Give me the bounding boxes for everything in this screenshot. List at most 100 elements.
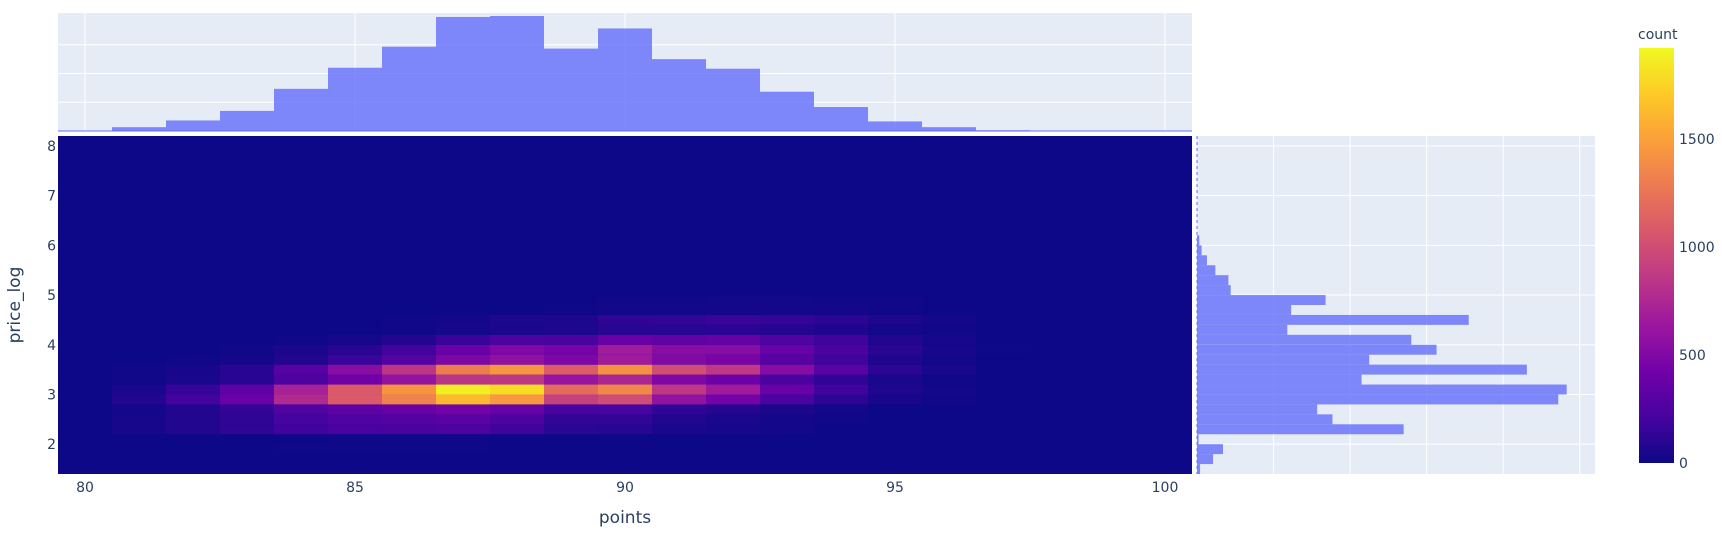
x-tick-label: 95 xyxy=(886,480,904,496)
heatmap-cell xyxy=(436,374,490,385)
heatmap-cell xyxy=(220,414,274,425)
heatmap-cell xyxy=(814,394,868,405)
heatmap-cell xyxy=(382,394,436,405)
heatmap-cell xyxy=(274,394,328,405)
heatmap-cell xyxy=(706,334,760,345)
heatmap-cell xyxy=(760,334,814,345)
right-histogram-bar xyxy=(1197,384,1567,395)
heatmap-cell xyxy=(598,404,652,415)
heatmap-cell xyxy=(598,424,652,435)
top-histogram-bar xyxy=(490,16,544,131)
heatmap-cell xyxy=(220,344,274,355)
y-tick-label: 5 xyxy=(47,288,56,304)
heatmap-cell xyxy=(436,314,490,325)
heatmap-cell xyxy=(166,374,220,385)
heatmap-cell xyxy=(922,374,976,385)
right-histogram-bar xyxy=(1197,414,1333,425)
x-axis-title: points xyxy=(599,508,651,528)
heatmap-cell xyxy=(598,344,652,355)
heatmap-cell xyxy=(274,384,328,395)
heatmap-cell xyxy=(814,364,868,375)
heatmap-cell xyxy=(814,305,868,315)
heatmap-cell xyxy=(382,354,436,365)
heatmap-cell xyxy=(112,384,166,395)
heatmap-cell xyxy=(166,424,220,435)
heatmap-cell xyxy=(760,364,814,375)
top-histogram-bar xyxy=(814,107,868,131)
heatmap-cell xyxy=(760,384,814,395)
heatmap-cell xyxy=(706,364,760,375)
heatmap-cell xyxy=(814,374,868,385)
heatmap-cell xyxy=(490,414,544,425)
heatmap-cell xyxy=(868,305,922,315)
heatmap-cell xyxy=(166,384,220,395)
heatmap-cell xyxy=(328,374,382,385)
heatmap-cell xyxy=(436,424,490,435)
heatmap-cell xyxy=(544,374,598,385)
heatmap-cell xyxy=(868,334,922,345)
heatmap-cell xyxy=(274,334,328,345)
colorbar-tick-label: 500 xyxy=(1679,348,1706,364)
heatmap-cell xyxy=(814,314,868,325)
heatmap-cell xyxy=(112,394,166,405)
heatmap-cell xyxy=(814,344,868,355)
heatmap-cell xyxy=(490,394,544,405)
right-histogram-bar xyxy=(1197,434,1199,445)
right-histogram-bar xyxy=(1197,404,1318,415)
y-tick-label: 8 xyxy=(47,139,56,155)
heatmap-cell xyxy=(922,314,976,325)
heatmap-cell xyxy=(922,384,976,395)
heatmap-cell xyxy=(814,334,868,345)
y-axis-title: price_log xyxy=(5,267,25,344)
heatmap-cell xyxy=(112,424,166,435)
heatmap-cell xyxy=(382,404,436,415)
heatmap-cell xyxy=(922,354,976,365)
heatmap-cell xyxy=(652,354,706,365)
heatmap-cell xyxy=(706,354,760,365)
colorbar-tick-labels: 0 500 1000 1500 xyxy=(1679,132,1715,472)
heatmap-cell xyxy=(490,354,544,365)
heatmap-cell xyxy=(652,334,706,345)
heatmap-cell xyxy=(328,384,382,395)
heatmap-cell xyxy=(652,305,706,315)
heatmap-cell xyxy=(328,394,382,405)
right-histogram-bar xyxy=(1197,314,1469,325)
heatmap-cell xyxy=(652,295,706,305)
heatmap-cell xyxy=(544,344,598,355)
heatmap-cell xyxy=(328,354,382,365)
heatmap-cell xyxy=(706,314,760,325)
heatmap-cell xyxy=(652,364,706,375)
heatmap-cell xyxy=(868,324,922,335)
heatmap-cell xyxy=(436,384,490,395)
colorbar-tick-label: 0 xyxy=(1679,456,1688,472)
heatmap-cell xyxy=(436,434,490,445)
heatmap-cell xyxy=(220,424,274,435)
heatmap-cell xyxy=(436,444,490,455)
heatmap-cell xyxy=(922,394,976,405)
right-histogram-bar xyxy=(1197,334,1412,345)
right-histogram-bar xyxy=(1197,305,1292,315)
right-histogram-bar xyxy=(1197,324,1288,335)
heatmap-cell xyxy=(598,414,652,425)
heatmap-cell xyxy=(706,305,760,315)
top-histogram-bar xyxy=(112,127,166,131)
heatmap-cell xyxy=(922,324,976,335)
heatmap-cell xyxy=(274,444,328,455)
heatmap-cell xyxy=(598,314,652,325)
heatmap-cell xyxy=(706,384,760,395)
heatmap-cell xyxy=(382,414,436,425)
heatmap-cell xyxy=(436,404,490,415)
heatmap-cell xyxy=(760,354,814,365)
top-histogram-bar xyxy=(544,48,598,132)
colorbar-tick-label: 1500 xyxy=(1679,132,1715,148)
heatmap-cell xyxy=(598,364,652,375)
heatmap-cell xyxy=(490,324,544,335)
heatmap-cell xyxy=(544,354,598,365)
right-histogram-bar xyxy=(1197,285,1231,296)
heatmap-cell xyxy=(382,434,436,445)
heatmap-cell xyxy=(760,314,814,325)
heatmap-cell xyxy=(544,334,598,345)
x-tick-label: 80 xyxy=(76,480,94,496)
heatmap-cell xyxy=(598,384,652,395)
heatmap-cell xyxy=(328,444,382,455)
